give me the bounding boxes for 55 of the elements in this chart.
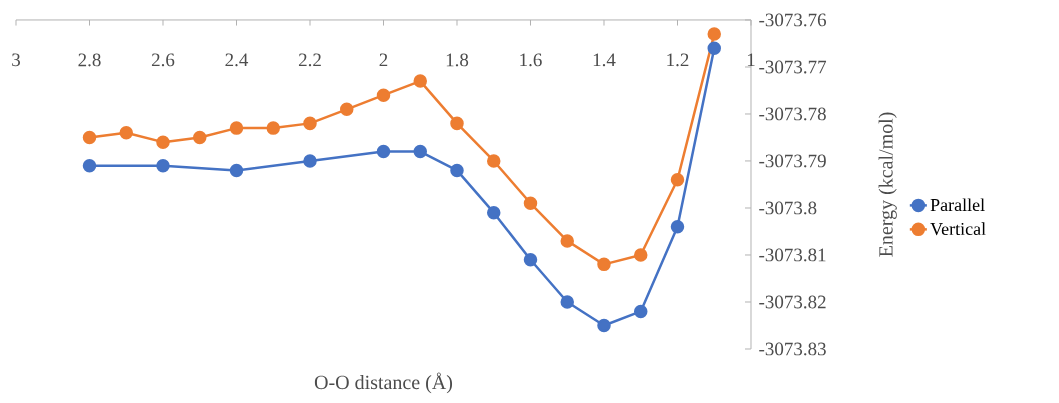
point	[597, 318, 611, 333]
point	[119, 126, 134, 140]
point	[413, 74, 427, 88]
point	[450, 163, 464, 178]
point	[413, 144, 427, 159]
y-tick-label: -3073.78	[759, 107, 826, 121]
y-axis-title: Energy (kcal/mol)	[878, 112, 897, 257]
point	[560, 234, 574, 248]
point	[340, 102, 354, 117]
point	[487, 205, 501, 220]
point	[82, 130, 97, 145]
point	[303, 116, 317, 131]
point	[523, 252, 538, 267]
y-tick-label: -3073.83	[759, 342, 826, 356]
x-tick-label: 1.4	[593, 53, 616, 67]
x-tick-label: 1	[747, 53, 755, 67]
x-tick-label: 2	[379, 53, 388, 67]
x-axis-title: O-O distance (Å)	[314, 372, 453, 394]
x-tick-label: 2.8	[78, 53, 101, 67]
point	[670, 220, 685, 234]
point	[82, 158, 97, 173]
x-tick-label: 2.2	[298, 53, 321, 67]
point	[156, 158, 170, 173]
point	[707, 27, 721, 41]
point	[376, 88, 391, 102]
point	[707, 41, 721, 55]
x-tick-label: 1.8	[446, 53, 469, 67]
y-tick-label: -3073.76	[759, 13, 827, 27]
point	[229, 163, 244, 178]
y-tick-label: -3073.82	[759, 295, 826, 309]
x-tick-label: 2.6	[151, 53, 175, 67]
point	[193, 130, 207, 145]
point	[376, 144, 391, 159]
point	[229, 121, 244, 135]
x-tick-label: 1.6	[520, 53, 542, 67]
x-tick-label: 1.2	[667, 53, 689, 67]
y-tick-label: -3073.79	[759, 154, 826, 168]
point	[560, 295, 574, 309]
point	[523, 196, 538, 211]
legend-label: Vertical	[930, 222, 986, 236]
y-tick-label: -3073.77	[759, 60, 827, 74]
y-tick-label: -3073.8	[759, 201, 817, 215]
x-tick-label: 2.4	[225, 53, 249, 67]
point	[266, 121, 280, 135]
point	[634, 304, 648, 319]
legend-label: Parallel	[930, 198, 985, 212]
point	[670, 173, 685, 187]
point	[634, 248, 648, 262]
point	[450, 116, 464, 131]
point	[156, 135, 170, 149]
point	[487, 154, 501, 168]
y-tick-label: -3073.81	[759, 248, 826, 262]
point	[303, 154, 317, 168]
point	[597, 257, 611, 272]
x-tick-label: 3	[12, 53, 21, 67]
